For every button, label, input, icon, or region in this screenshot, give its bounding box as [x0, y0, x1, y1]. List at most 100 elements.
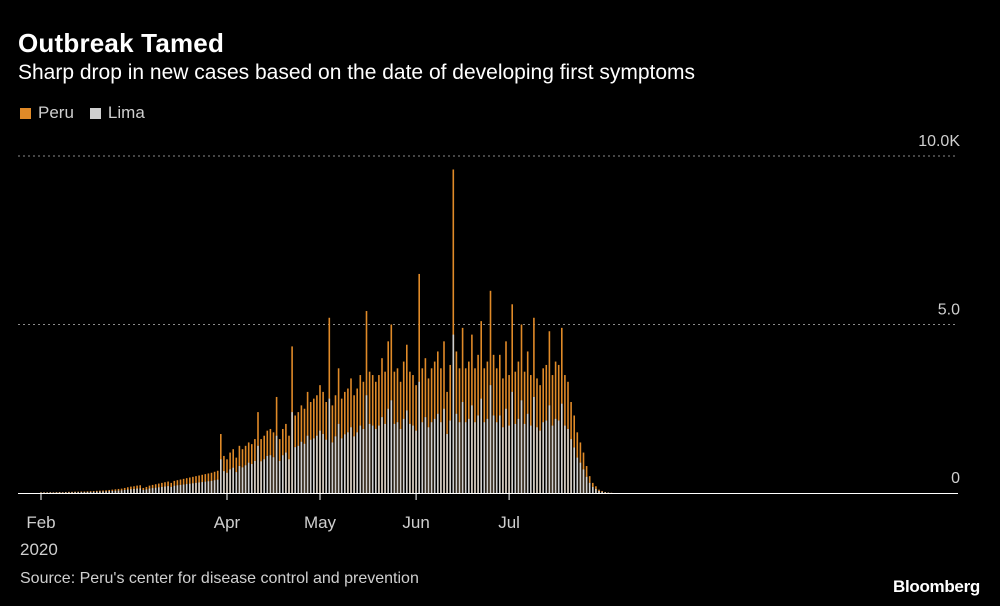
bar-lima — [161, 486, 163, 493]
legend-item-peru: Peru — [20, 103, 74, 123]
bar-lima — [368, 423, 371, 493]
bar-lima — [65, 492, 67, 493]
bar-lima — [297, 445, 300, 493]
bar-lima — [185, 484, 188, 493]
bar-lima — [309, 439, 312, 493]
bar-lima — [300, 441, 303, 493]
bar-lima — [139, 488, 141, 493]
bar-lima — [337, 423, 340, 493]
bar-lima — [182, 484, 185, 493]
bar-lima — [266, 455, 269, 493]
bar-lima — [77, 492, 79, 493]
bar-lima — [381, 417, 383, 493]
bar-lima — [511, 391, 513, 493]
bar-lima — [539, 430, 541, 493]
bar-lima — [375, 428, 377, 493]
bar-lima — [576, 457, 579, 493]
bar-lima — [461, 402, 464, 493]
bar-lima — [334, 436, 337, 493]
bar-lima — [356, 432, 358, 493]
bar-lima — [120, 490, 123, 493]
bar-lima — [390, 400, 393, 493]
bar-lima — [291, 412, 293, 493]
bar-lima — [384, 423, 386, 493]
bar-lima — [424, 417, 427, 493]
bar-lima — [244, 465, 247, 493]
bar-lima — [325, 439, 327, 493]
bar-lima — [96, 491, 98, 493]
bar-lima — [564, 425, 566, 493]
bar-lima — [499, 415, 501, 493]
bar-lima — [192, 483, 194, 493]
bar-lima — [68, 492, 70, 493]
bar-lima — [220, 459, 222, 493]
bar-lima — [595, 488, 597, 493]
bar-lima — [89, 491, 92, 493]
bar-lima — [158, 487, 160, 493]
bar-lima — [604, 492, 606, 493]
bar-lima — [567, 428, 569, 493]
bar-lima — [573, 447, 575, 493]
y-tick-label: 0 — [951, 470, 960, 487]
bar-lima — [340, 438, 343, 493]
bar-lima — [449, 420, 451, 493]
bar-lima — [347, 432, 349, 493]
bar-lima — [328, 398, 331, 493]
bar-lima — [455, 413, 458, 493]
chart-legend: Peru Lima — [20, 103, 155, 123]
bar-lima — [170, 486, 172, 493]
bar-lima — [216, 479, 219, 493]
bar-lima — [282, 455, 284, 493]
bar-lima — [406, 410, 408, 493]
bar-lima — [278, 460, 281, 493]
bar-lima — [247, 462, 250, 493]
bar-lima — [517, 418, 520, 493]
bar-lima — [142, 489, 145, 493]
bar-lima — [468, 418, 470, 493]
bar-lima — [43, 492, 45, 494]
bar-lima — [223, 471, 225, 493]
bar-lima — [306, 435, 309, 493]
x-tick-label: Jul — [498, 513, 520, 532]
bar-lima — [130, 489, 132, 493]
bar-lima — [545, 420, 548, 493]
bar-lima — [446, 434, 448, 493]
legend-item-lima: Lima — [89, 103, 145, 123]
bar-lima — [486, 418, 489, 493]
bar-lima — [80, 492, 83, 493]
bar-lima — [480, 398, 482, 493]
source-note: Source: Peru's center for disease contro… — [20, 570, 419, 587]
bar-lima — [232, 467, 234, 493]
bar-lima — [542, 422, 544, 493]
bar-lima — [523, 423, 526, 493]
bar-lima — [86, 491, 89, 493]
bar-lima — [108, 491, 110, 493]
bar-lima — [167, 486, 169, 493]
bar-lima — [502, 427, 504, 493]
bar-lima — [313, 438, 315, 493]
bar-lima — [561, 403, 563, 493]
bar-lima — [133, 488, 135, 493]
bar-lima — [74, 492, 76, 493]
bar-lima — [536, 427, 538, 493]
bar-lima — [477, 415, 479, 493]
x-tick-label: May — [304, 513, 337, 532]
bar-lima — [598, 490, 600, 493]
bar-lima — [421, 422, 424, 493]
bar-lima — [164, 486, 166, 493]
bar-lima — [433, 418, 436, 493]
bar-lima — [588, 482, 591, 493]
bar-lima — [350, 427, 352, 493]
bar-lima — [483, 422, 486, 493]
bar-lima — [371, 425, 374, 493]
x-tick-label: Feb — [26, 513, 55, 532]
bar-lima — [123, 489, 126, 493]
bar-lima — [430, 422, 433, 493]
bar-lima — [514, 423, 517, 493]
bar-lima — [238, 466, 241, 493]
bar-lima — [102, 491, 104, 493]
bar-lima — [316, 435, 318, 493]
x-tick-label: Apr — [214, 513, 241, 532]
bar-lima — [331, 442, 334, 493]
bar-lima — [393, 423, 396, 493]
